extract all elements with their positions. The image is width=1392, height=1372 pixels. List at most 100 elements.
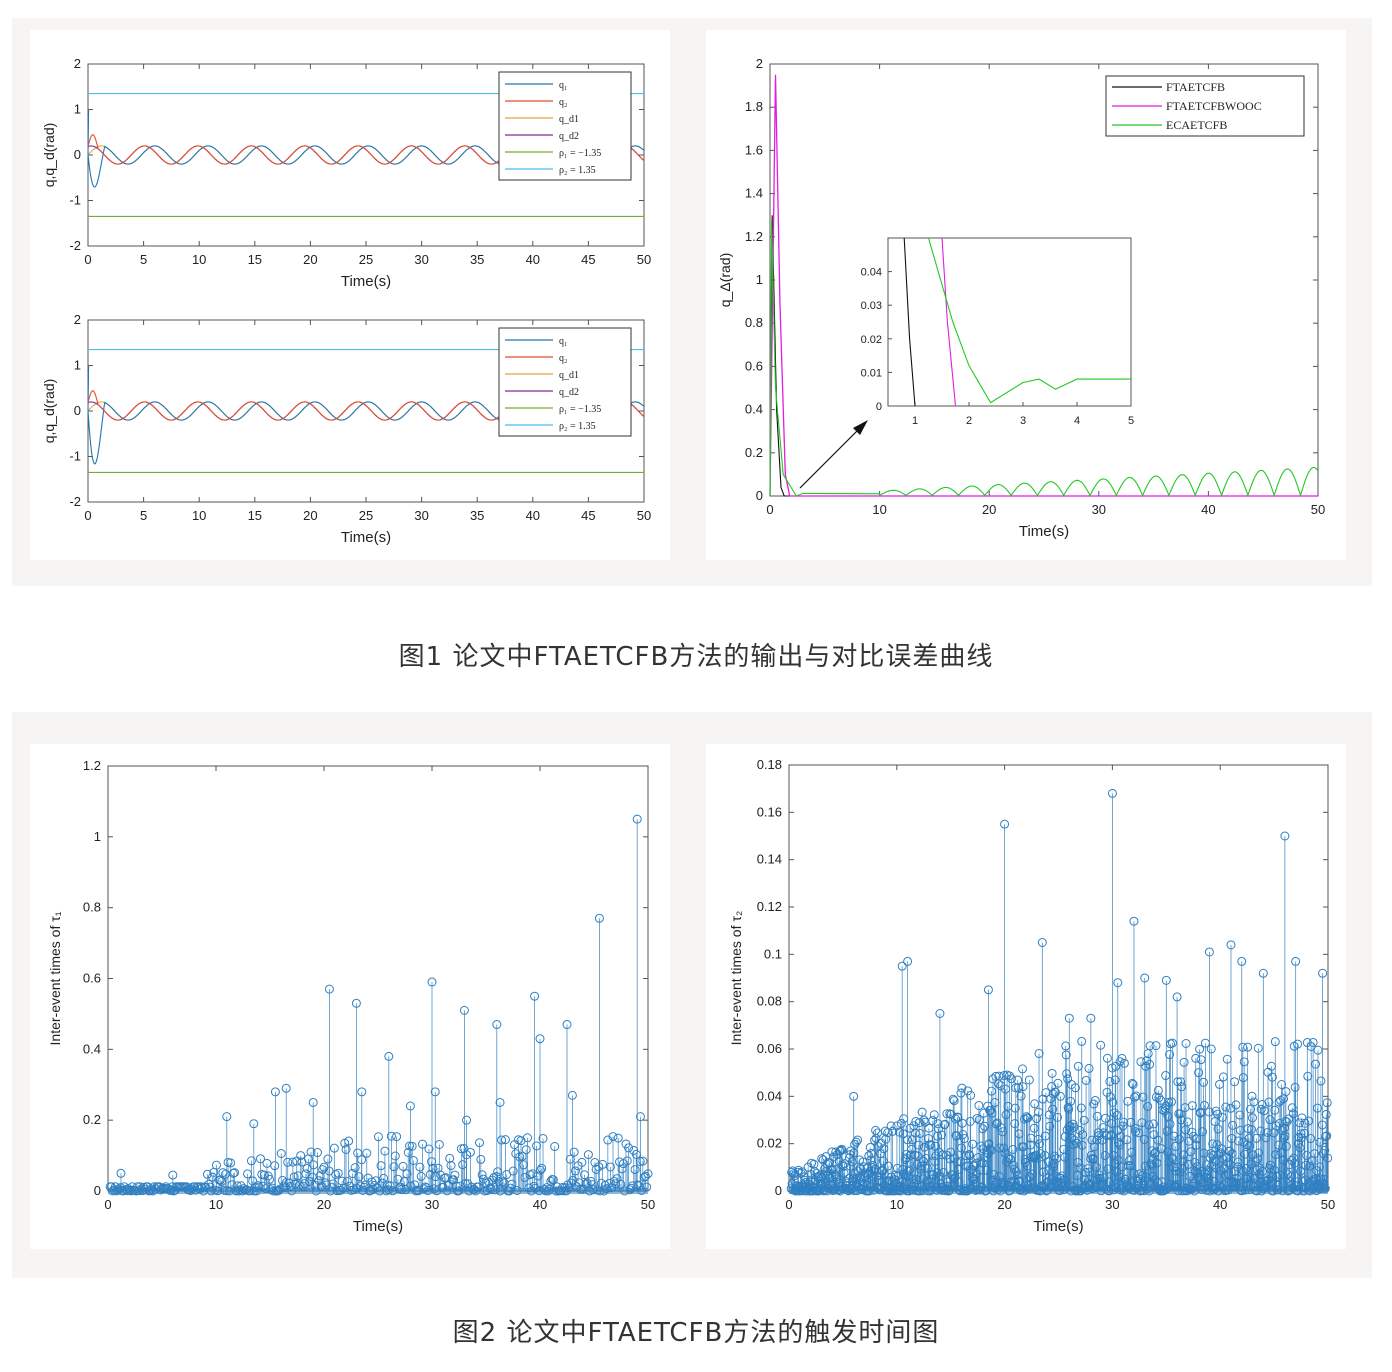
sr-stem-marker	[1010, 1103, 1020, 1113]
sr-stem-marker	[1204, 947, 1214, 957]
sl-stem-marker	[459, 1005, 469, 1015]
sr-ytick-label: 0.04	[757, 1088, 782, 1103]
tl-legend-label: q₁	[559, 80, 568, 91]
sr-stem-marker	[1153, 1085, 1163, 1095]
sr-stem-marker	[1032, 1114, 1042, 1124]
bl-xlabel: Time(s)	[341, 529, 391, 546]
sl-stem-marker	[577, 1157, 587, 1167]
bl-ytick-label: -2	[69, 494, 81, 509]
tr-ytick-label: 1.6	[745, 142, 763, 157]
sr-stem-marker	[1077, 1036, 1087, 1046]
sl-stem-marker	[329, 1143, 339, 1153]
sr-stem-marker	[1050, 1151, 1060, 1161]
sr-stem-marker	[1073, 1061, 1083, 1071]
sr-stem-marker	[1198, 1127, 1208, 1137]
bl-ylabel: q,q_d(rad)	[41, 379, 57, 444]
tr-legend-label: FTAETCFBWOOC	[1166, 99, 1262, 113]
sr-xtick-label: 0	[785, 1197, 792, 1212]
sr-stem-marker	[1181, 1038, 1191, 1048]
sr-stem-marker	[949, 1096, 959, 1106]
sr-stem-marker	[1096, 1040, 1106, 1050]
inset-series-ftaetcfb	[903, 237, 916, 407]
sl-stem-marker	[562, 1020, 572, 1030]
sr-stem-marker	[1004, 1071, 1014, 1081]
sl-stem-marker	[333, 1168, 343, 1178]
sr-stem-marker	[1279, 1133, 1289, 1143]
sr-stem-marker	[1226, 940, 1236, 950]
sl-stem-marker	[255, 1154, 265, 1164]
tr-legend-label: ECAETCFB	[1166, 118, 1227, 132]
tl-xtick-label: 10	[192, 252, 206, 267]
sr-stem-marker	[1048, 1104, 1058, 1114]
sr-ytick-label: 0.08	[757, 994, 782, 1009]
sr-ytick-label: 0.12	[757, 899, 782, 914]
sr-stem-marker	[839, 1168, 849, 1178]
tl-legend-label: q_d1	[559, 114, 579, 125]
sl-xtick-label: 30	[425, 1197, 439, 1212]
sl-stem-marker	[324, 984, 334, 994]
sl-stem-marker	[265, 1174, 275, 1184]
sr-stem-marker	[965, 1151, 975, 1161]
tr-xtick-label: 20	[982, 502, 996, 517]
sl-stem-marker	[168, 1170, 178, 1180]
sl-stem-marker	[398, 1161, 408, 1171]
sr-ytick-label: 0.1	[764, 946, 782, 961]
sr-stem-marker	[935, 1009, 945, 1018]
sr-stem-marker	[1247, 1113, 1257, 1123]
sr-stem-marker	[1308, 1037, 1318, 1047]
sl-stem-marker	[249, 1119, 259, 1129]
sl-stem-marker	[290, 1179, 300, 1189]
sl-stem-marker	[622, 1156, 632, 1166]
sl-ytick-label: 1.2	[83, 758, 101, 773]
sr-stems	[786, 788, 1333, 1196]
figure1-caption: 图1 论文中FTAETCFB方法的输出与对比误差曲线	[398, 642, 994, 672]
sr-stem-marker	[956, 1143, 966, 1153]
sr-stem-marker	[896, 1118, 906, 1128]
sr-stem-marker	[1291, 956, 1301, 966]
sr-stem-marker	[1149, 1119, 1159, 1129]
tr-ytick-label: 0.8	[745, 315, 763, 330]
bl-xtick-label: 35	[470, 508, 484, 523]
sr-stem-marker	[1119, 1058, 1129, 1068]
sl-stem-marker	[495, 1097, 505, 1107]
sr-xlabel: Time(s)	[1033, 1218, 1083, 1235]
bl-legend-box	[498, 327, 632, 437]
sr-stem-marker	[1006, 1074, 1016, 1084]
tl-xtick-label: 35	[470, 252, 484, 267]
sl-stem-marker	[283, 1157, 293, 1167]
sl-stem-marker	[550, 1142, 560, 1152]
sr-stem-marker	[1313, 1045, 1323, 1055]
bl-ytick-label: 0	[74, 403, 81, 418]
sr-xtick-label: 50	[1321, 1197, 1335, 1212]
sl-xlabel: Time(s)	[353, 1218, 403, 1235]
sr-stem-marker	[956, 1088, 966, 1098]
sl-stem-marker	[425, 1169, 435, 1179]
sl-stem-marker	[476, 1154, 486, 1164]
sr-stem-marker	[1305, 1161, 1315, 1171]
sl-stem-marker	[386, 1131, 396, 1141]
sr-stem-marker	[959, 1134, 969, 1144]
sr-stem-marker	[1281, 1141, 1291, 1151]
sl-stem-marker	[521, 1145, 531, 1155]
sl-stem-marker	[323, 1154, 333, 1164]
sr-stem-marker	[1306, 1041, 1316, 1051]
sl-ytick-label: 0	[94, 1183, 101, 1198]
tl-xtick-label: 5	[140, 252, 147, 267]
sr-stem-marker	[1001, 1110, 1011, 1120]
sl-stem-marker	[230, 1168, 240, 1178]
sr-stem-marker	[1035, 1149, 1045, 1159]
tl-ytick-label: 0	[74, 147, 81, 162]
sr-stem-marker	[871, 1133, 881, 1143]
tl-legend-box	[498, 71, 632, 181]
sr-stem-marker	[1253, 1043, 1263, 1053]
sr-stem-marker	[1092, 1111, 1102, 1121]
sr-stem-marker	[1113, 978, 1123, 988]
tr-xtick-label: 50	[1311, 502, 1325, 517]
sl-stem-marker	[222, 1112, 232, 1122]
sl-stem-marker	[427, 977, 437, 987]
tl-ylabel: q,q_d(rad)	[41, 123, 57, 188]
sr-stem-marker	[973, 1153, 983, 1163]
bl-legend-label: q₁	[559, 336, 568, 347]
sr-stem-marker	[1198, 1077, 1208, 1087]
sl-ytick-label: 1	[94, 829, 101, 844]
